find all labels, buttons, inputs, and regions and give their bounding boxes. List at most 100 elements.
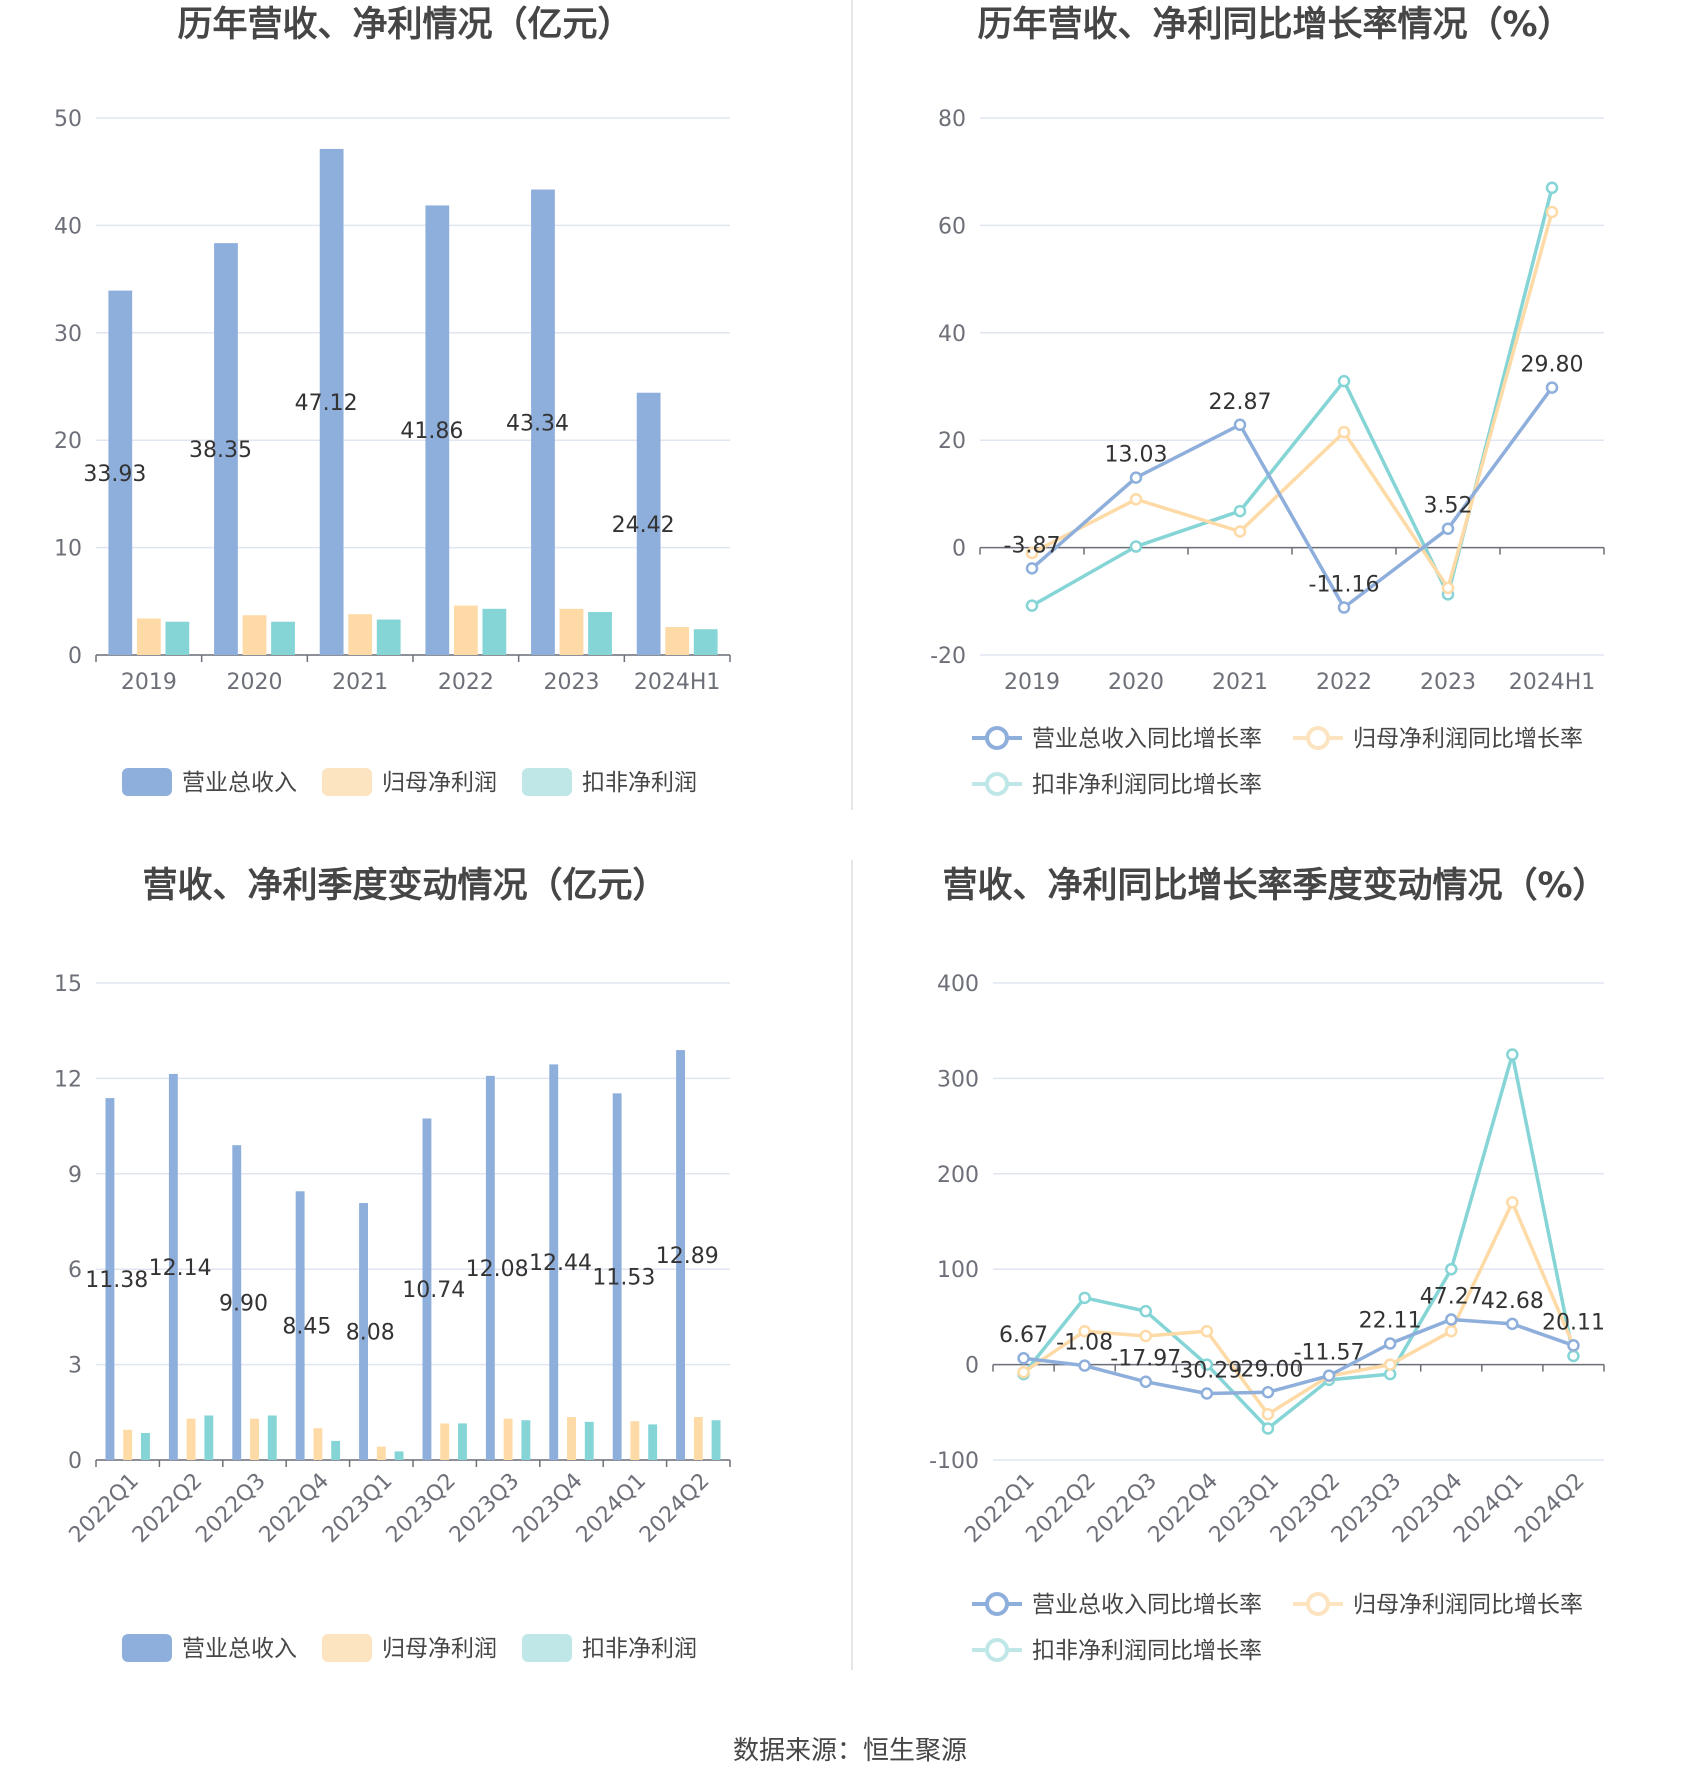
legend-item[interactable]: 营业总收入	[122, 1634, 297, 1662]
legend-item[interactable]: 营业总收入同比增长率	[972, 1592, 1262, 1618]
data-point	[1129, 471, 1143, 484]
data-point	[1233, 525, 1247, 538]
y-tick-label: 0	[952, 537, 966, 562]
y-tick-label: 400	[937, 972, 979, 997]
data-point	[1506, 1048, 1519, 1061]
bar	[348, 614, 373, 655]
legend-item[interactable]: 扣非净利润同比增长率	[972, 772, 1262, 798]
y-tick-label: 0	[68, 1449, 82, 1474]
bar	[165, 621, 190, 655]
data-label: -11.16	[1309, 573, 1380, 598]
data-label: -1.08	[1056, 1331, 1113, 1356]
bar	[186, 1418, 196, 1460]
data-point	[1139, 1329, 1152, 1343]
data-point	[1017, 1351, 1030, 1365]
bar	[214, 243, 238, 655]
data-label: 9.90	[219, 1292, 268, 1317]
legend-item[interactable]: 扣非净利润同比增长率	[972, 1638, 1262, 1664]
data-point	[1441, 522, 1455, 535]
x-tick-label: 2023Q4	[508, 1469, 587, 1548]
quarterly-revenue-profit-chart: 营收、净利季度变动情况（亿元） 036912152022Q12022Q22022…	[54, 866, 731, 1662]
bar	[584, 1421, 594, 1460]
bar	[648, 1424, 658, 1460]
x-tick-label: 2023	[1420, 670, 1476, 695]
bar	[108, 290, 133, 655]
y-tick-label: 300	[937, 1067, 979, 1092]
bar	[482, 608, 507, 655]
legend-item[interactable]: 归母净利润同比增长率	[1293, 1592, 1583, 1618]
data-point	[1445, 1313, 1458, 1326]
data-point	[1200, 1324, 1214, 1338]
data-label: -3.87	[1004, 533, 1061, 558]
bar	[422, 1118, 432, 1460]
legend-swatch	[322, 1634, 372, 1662]
y-tick-label: 80	[938, 107, 966, 132]
legend-item[interactable]: 归母净利润	[322, 768, 497, 796]
data-point	[1078, 1291, 1091, 1305]
bar	[271, 621, 295, 655]
legend-item[interactable]: 营业总收入	[122, 768, 297, 796]
legend-item[interactable]: 扣非净利润	[522, 768, 697, 796]
data-label: 38.35	[189, 438, 252, 463]
bar	[376, 619, 401, 655]
x-tick-label: 2020	[1108, 670, 1164, 695]
bar	[458, 1423, 467, 1460]
data-point	[1233, 504, 1247, 518]
data-label: 41.86	[400, 419, 463, 444]
legend: 营业总收入 归母净利润 扣非净利润	[122, 1634, 697, 1662]
data-label: 20.11	[1542, 1310, 1605, 1335]
data-point	[1261, 1386, 1275, 1399]
data-point	[1337, 425, 1351, 439]
bar	[331, 1440, 341, 1460]
data-point	[1261, 1422, 1275, 1435]
data-label: 11.38	[85, 1268, 148, 1293]
series-line	[1022, 1200, 1576, 1416]
bar	[559, 608, 584, 655]
x-tick-label: 2021	[1212, 670, 1268, 695]
bar	[567, 1417, 576, 1460]
data-point	[1017, 1365, 1030, 1379]
legend-item[interactable]: 归母净利润同比增长率	[1293, 726, 1583, 752]
data-point	[1506, 1317, 1519, 1331]
data-label: 22.11	[1359, 1309, 1422, 1334]
data-point	[1445, 1324, 1458, 1338]
y-tick-label: -20	[930, 644, 966, 669]
data-point	[1078, 1359, 1091, 1372]
data-label: 33.93	[83, 462, 146, 487]
series-line	[1030, 386, 1554, 610]
series-line	[1031, 187, 1554, 608]
data-point	[1545, 181, 1559, 195]
y-tick-label: 20	[938, 429, 966, 454]
legend-item[interactable]: 扣非净利润	[522, 1634, 697, 1662]
data-point	[1445, 1262, 1458, 1276]
legend-swatch	[322, 768, 372, 796]
legend-item[interactable]: 营业总收入同比增长率	[972, 726, 1262, 752]
data-label: -11.57	[1294, 1341, 1365, 1366]
data-label: 12.08	[466, 1257, 529, 1282]
y-tick-label: 200	[937, 1163, 979, 1188]
data-label: -30.29	[1171, 1358, 1242, 1383]
data-label: 12.89	[656, 1244, 719, 1269]
bar	[630, 1421, 640, 1460]
legend-label: 营业总收入同比增长率	[1032, 726, 1262, 752]
bar	[141, 1432, 150, 1460]
data-point	[1322, 1369, 1336, 1382]
legend-swatch	[522, 768, 572, 796]
legend-swatch-marker	[985, 726, 1009, 750]
bar	[531, 189, 555, 656]
data-point	[1129, 540, 1143, 553]
x-tick-label: 2024Q1	[572, 1469, 651, 1548]
bar	[123, 1429, 133, 1460]
legend-swatch-marker	[985, 1638, 1009, 1662]
data-point	[1337, 374, 1351, 388]
data-label: 10.74	[402, 1278, 465, 1303]
data-point	[1441, 581, 1455, 595]
bar	[440, 1423, 450, 1460]
legend: 营业总收入 归母净利润 扣非净利润	[122, 768, 697, 796]
chart-title: 营收、净利同比增长率季度变动情况（%）	[942, 866, 1607, 906]
quarterly-growth-rate-chart: 营收、净利同比增长率季度变动情况（%） -1000100200300400202…	[929, 866, 1607, 1664]
legend-swatch	[122, 768, 172, 796]
data-label: 8.08	[346, 1321, 395, 1346]
legend-item[interactable]: 归母净利润	[322, 1634, 497, 1662]
